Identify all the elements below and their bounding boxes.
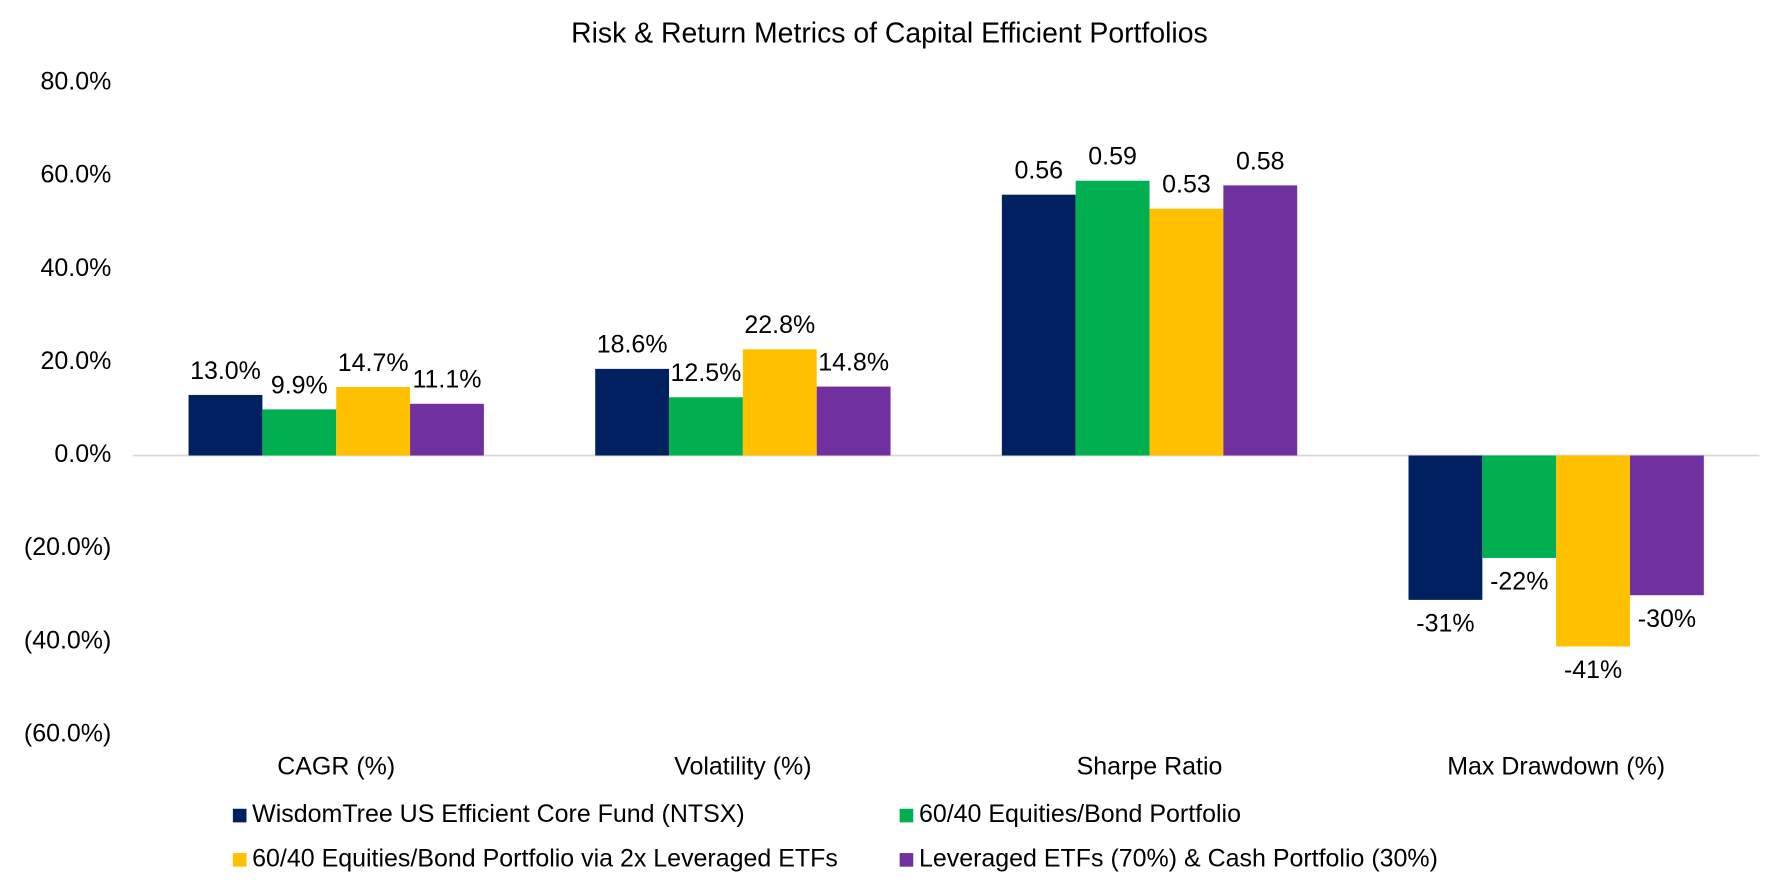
data-label: 0.53 [1162, 171, 1211, 199]
data-label: -30% [1638, 605, 1696, 633]
legend-label: 60/40 Equities/Bond Portfolio via 2x Lev… [252, 844, 838, 872]
x-tick-label: Sharpe Ratio [1077, 752, 1223, 780]
bar [1223, 185, 1298, 456]
data-label: 14.8% [818, 348, 889, 376]
data-label: 0.59 [1088, 143, 1137, 171]
legend-label: 60/40 Equities/Bond Portfolio [919, 800, 1241, 828]
y-tick-label: (40.0%) [24, 626, 111, 654]
bar [1556, 455, 1631, 647]
data-label: 11.1% [412, 366, 481, 394]
y-tick-label: 80.0% [41, 68, 112, 96]
bar [1149, 208, 1224, 456]
legend-swatch [232, 808, 247, 823]
data-label: 22.8% [744, 311, 815, 339]
bar [816, 386, 891, 456]
y-tick-label: 60.0% [41, 161, 112, 189]
y-tick-label: (60.0%) [24, 720, 111, 748]
data-label: -22% [1490, 568, 1548, 596]
x-tick-label: Max Drawdown (%) [1447, 752, 1665, 780]
y-tick-label: 20.0% [41, 347, 112, 375]
data-label: -31% [1416, 609, 1474, 637]
y-tick-label: 40.0% [41, 254, 112, 282]
data-label: -41% [1564, 656, 1622, 684]
data-label: 14.7% [338, 349, 409, 377]
bar [1075, 180, 1150, 456]
legend-label: Leveraged ETFs (70%) & Cash Portfolio (3… [919, 844, 1438, 872]
data-label: 0.58 [1236, 147, 1285, 175]
legend-label: WisdomTree US Efficient Core Fund (NTSX) [252, 800, 745, 828]
data-label: 13.0% [190, 357, 261, 385]
bar [336, 387, 411, 456]
bar [262, 409, 337, 456]
bar [410, 403, 484, 456]
y-tick-label: 0.0% [54, 440, 111, 468]
x-tick-label: CAGR (%) [277, 752, 395, 780]
bar [1408, 455, 1483, 600]
bar [595, 368, 670, 456]
bar [1482, 455, 1557, 558]
bar [742, 349, 817, 456]
data-label: 12.5% [671, 359, 742, 387]
legend-swatch [899, 853, 914, 867]
bar [669, 397, 743, 456]
x-tick-label: Volatility (%) [674, 752, 811, 780]
y-tick-label: (20.0%) [24, 533, 111, 561]
bar [188, 394, 263, 456]
legend-swatch [899, 808, 914, 823]
data-label: 9.9% [271, 371, 328, 399]
data-label: 18.6% [597, 331, 668, 359]
chart-title: Risk & Return Metrics of Capital Efficie… [571, 18, 1208, 50]
bar [1001, 194, 1076, 456]
bar [1630, 455, 1704, 596]
data-label: 0.56 [1014, 157, 1063, 185]
legend-swatch [232, 853, 247, 867]
